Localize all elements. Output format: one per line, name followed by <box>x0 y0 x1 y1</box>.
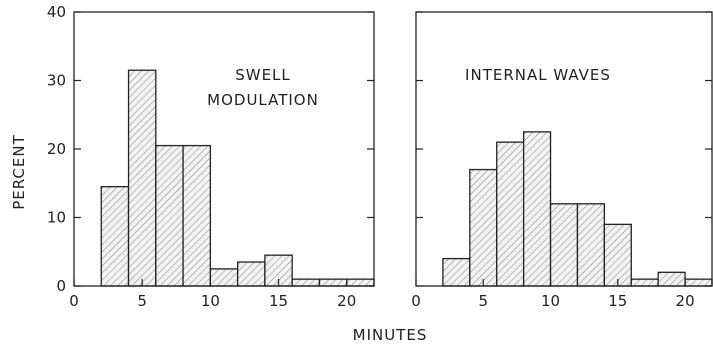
internal-x-tick-label: 0 <box>411 292 421 310</box>
swell-bar-16-18-min <box>291 278 321 287</box>
swell-x-tick-label: 10 <box>201 292 220 310</box>
internal-bar-16-18-min <box>630 278 659 287</box>
internal-bar-20-22-min <box>684 278 713 287</box>
swell-y-tick-label: 10 <box>47 209 66 227</box>
swell-bar-8-10-min <box>182 144 212 287</box>
internal-bar-18-20-min <box>657 271 686 287</box>
swell-bar-20-22-min <box>346 278 375 287</box>
swell-x-tick-label: 5 <box>137 292 147 310</box>
internal-x-tick-label: 5 <box>478 292 488 310</box>
swell-panel-title-line: MODULATION <box>207 91 319 109</box>
internal-bar-12-14-min <box>576 203 606 287</box>
internal-x-tick-label: 15 <box>608 292 627 310</box>
swell-x-tick-label: 20 <box>337 292 356 310</box>
x-axis-title: MINUTES <box>353 326 428 344</box>
swell-bar-18-20-min <box>318 278 348 287</box>
internal-bar-2-4-min <box>442 257 471 287</box>
swell-bar-2-4-min <box>100 186 130 287</box>
internal-x-tick-label: 10 <box>541 292 560 310</box>
swell-y-tick-label: 20 <box>47 140 66 158</box>
internal-bar-8-10-min <box>522 131 552 287</box>
internal-bar-10-12-min <box>549 203 579 287</box>
y-axis-title: PERCENT <box>10 134 28 210</box>
swell-y-tick-label: 0 <box>56 277 66 295</box>
internal-waves-panel: 0 5 10 15 20 INTERNAL WAVES <box>411 11 713 310</box>
swell-bar-4-6-min <box>127 69 157 287</box>
swell-x-tick-label: 15 <box>269 292 288 310</box>
swell-y-tick-label: 30 <box>47 72 66 90</box>
internal-bar-6-8-min <box>496 141 525 287</box>
internal-x-tick-label: 20 <box>676 292 695 310</box>
swell-x-tick-label: 0 <box>69 292 79 310</box>
internal-panel-title-line: INTERNAL WAVES <box>465 66 611 84</box>
swell-y-tick-label: 40 <box>47 3 66 21</box>
swell-bar-10-12-min <box>209 268 239 287</box>
swell-panel-title-line: SWELL <box>235 66 291 84</box>
swell-bar-6-8-min <box>155 144 184 287</box>
swell-bar-12-14-min <box>236 261 266 287</box>
internal-bar-14-16-min <box>603 223 632 287</box>
swell-modulation-panel: 0 10 20 30 40 0 5 10 15 20 SWELL MODULATION <box>47 3 375 310</box>
internal-bar-4-6-min <box>469 168 498 287</box>
